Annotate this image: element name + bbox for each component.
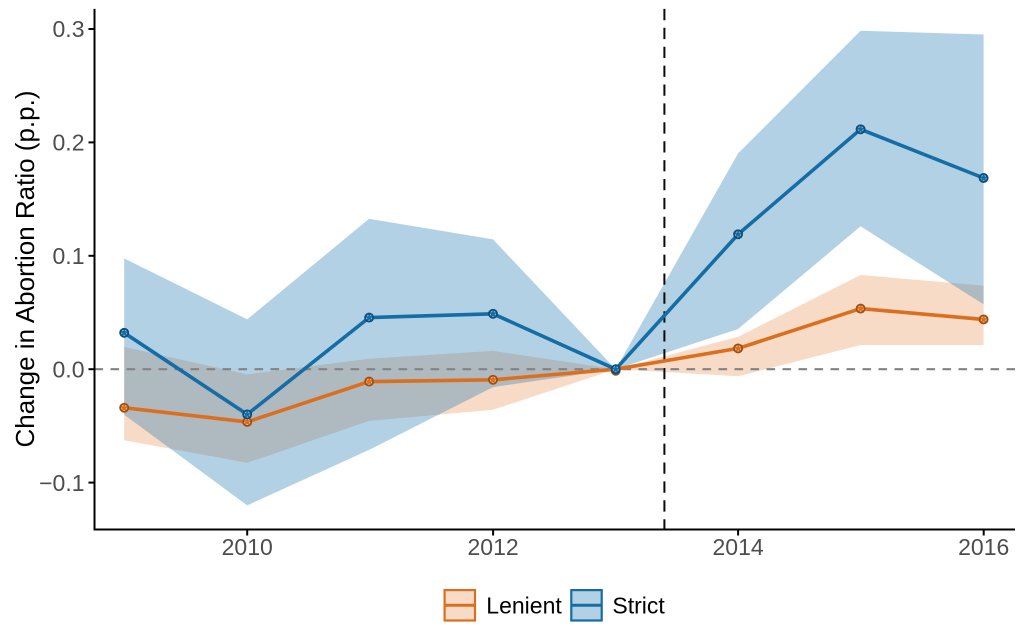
svg-text:Lenient: Lenient [486,592,562,618]
svg-text:−0.1: −0.1 [39,470,84,496]
svg-text:0.3: 0.3 [53,16,85,42]
svg-text:2010: 2010 [222,534,273,560]
svg-text:2016: 2016 [958,534,1009,560]
svg-text:2012: 2012 [468,534,519,560]
svg-text:0.1: 0.1 [53,243,85,269]
svg-text:2014: 2014 [713,534,764,560]
svg-text:0.0: 0.0 [53,356,85,382]
svg-text:Strict: Strict [612,592,665,618]
svg-text:0.2: 0.2 [53,130,85,156]
svg-text:Change in Abortion Ratio (p.p.: Change in Abortion Ratio (p.p.) [10,91,40,448]
